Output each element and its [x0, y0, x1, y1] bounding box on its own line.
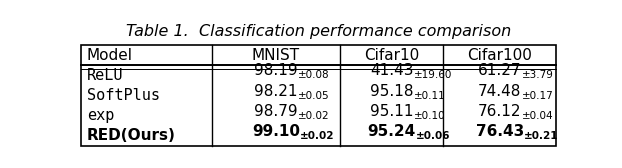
Text: ±0.08: ±0.08	[298, 70, 330, 80]
Text: 61.27: 61.27	[478, 64, 522, 78]
Text: 98.21: 98.21	[254, 83, 298, 98]
Text: RED(Ours): RED(Ours)	[87, 128, 176, 143]
Text: ±0.02: ±0.02	[300, 131, 335, 141]
Text: 76.43: 76.43	[476, 124, 524, 139]
Text: Cifar10: Cifar10	[364, 48, 419, 63]
Text: exp: exp	[87, 108, 114, 123]
Text: 98.19: 98.19	[254, 64, 298, 78]
Text: ±0.10: ±0.10	[414, 111, 445, 121]
Text: ±3.79: ±3.79	[522, 70, 554, 80]
Text: 95.11: 95.11	[370, 103, 414, 119]
Text: ±19.60: ±19.60	[414, 70, 452, 80]
Bar	[81, 45, 557, 146]
Text: ±0.04: ±0.04	[522, 111, 553, 121]
Text: SoftPlus: SoftPlus	[87, 88, 160, 103]
Text: Table 1.  Classification performance comparison: Table 1. Classification performance comp…	[126, 24, 511, 39]
Text: ReLU: ReLU	[87, 68, 123, 83]
Text: 99.10: 99.10	[252, 124, 300, 139]
Text: 41.43: 41.43	[370, 64, 414, 78]
Text: ±0.06: ±0.06	[416, 131, 450, 141]
Text: ±0.17: ±0.17	[522, 91, 554, 100]
Text: Cifar100: Cifar100	[467, 48, 532, 63]
Text: Model: Model	[87, 48, 133, 63]
Text: 76.12: 76.12	[478, 103, 522, 119]
Text: 74.48: 74.48	[478, 83, 522, 98]
Text: 95.18: 95.18	[370, 83, 414, 98]
Text: MNIST: MNIST	[252, 48, 300, 63]
Text: 95.24: 95.24	[368, 124, 416, 139]
Text: ±0.21: ±0.21	[524, 131, 559, 141]
Text: ±0.02: ±0.02	[298, 111, 330, 121]
Text: ±0.11: ±0.11	[414, 91, 445, 100]
Text: ±0.05: ±0.05	[298, 91, 330, 100]
Text: 98.79: 98.79	[254, 103, 298, 119]
